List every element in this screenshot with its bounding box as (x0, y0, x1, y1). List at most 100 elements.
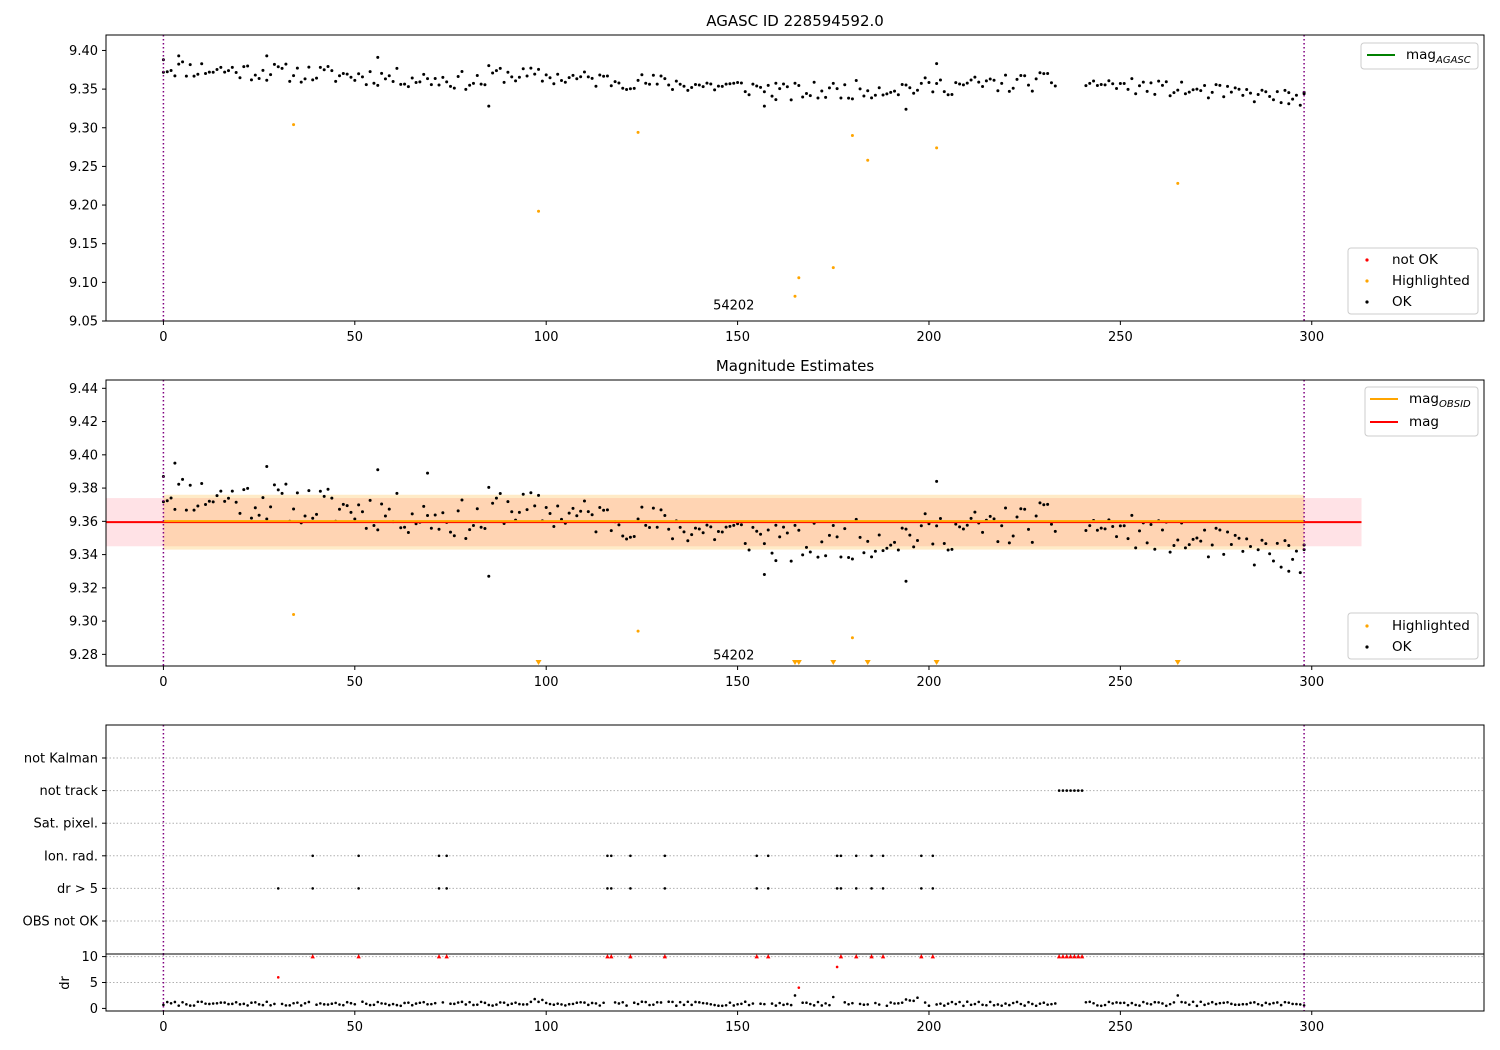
estimate-x-tick-label-50: 50 (347, 675, 364, 690)
estimate-ok-point (437, 527, 441, 531)
estimate-x-tick-label-300: 300 (1299, 675, 1324, 690)
estimate-ok-point (177, 482, 181, 486)
agasc-ok-point (357, 72, 361, 76)
dr-point (430, 1002, 433, 1006)
dr-point (1038, 1002, 1042, 1005)
estimate-highlighted-point (292, 612, 296, 616)
dr-point (985, 1003, 988, 1007)
agasc-ok-point (663, 77, 667, 81)
agasc-ok-point (697, 83, 701, 87)
dr-point (912, 999, 915, 1003)
dr-point (1031, 1002, 1034, 1006)
estimate-ok-point (969, 516, 973, 520)
dr-not-ok-point (835, 965, 839, 969)
dr-point (694, 1000, 697, 1004)
estimate-ok-point (1030, 540, 1034, 544)
dr-point (349, 1001, 353, 1005)
estimate-ok-point (1172, 544, 1176, 548)
estimate-plot-frame (105, 379, 1485, 667)
dr-point (567, 1002, 571, 1006)
agasc-ok-point (1264, 90, 1268, 94)
dr-point (1134, 1003, 1137, 1007)
dr-clipped-marker (1076, 954, 1081, 959)
agasc-ok-point (705, 81, 709, 85)
agasc-ok-point (981, 85, 985, 89)
agasc-ok-point (1095, 84, 1099, 88)
dr-point (851, 1001, 854, 1005)
estimate-ok-point (525, 508, 529, 512)
dr-point (1142, 1000, 1145, 1004)
estimate-ok-point (1118, 524, 1122, 528)
estimate-ok-point (188, 483, 192, 487)
dr-axis-label: dr (58, 976, 73, 990)
agasc-ok-point (261, 68, 265, 72)
dr-point (422, 1000, 426, 1004)
estimates-legend-upper: magOBSID mag (1364, 386, 1479, 437)
dr-point (782, 1003, 785, 1007)
estimate-ok-point (165, 499, 169, 503)
agasc-ok-point (230, 65, 234, 69)
dr-point (786, 1002, 789, 1006)
estimate-ok-point (556, 504, 560, 508)
flag-point (311, 854, 315, 858)
estimate-ok-point (701, 531, 705, 535)
dr-point (820, 1004, 824, 1007)
dr-point (671, 1000, 674, 1004)
dr-point (942, 1004, 946, 1007)
dr-point (407, 1001, 410, 1004)
agasc-ok-point (234, 70, 238, 74)
flag-label-5: OBS not OK (23, 915, 99, 930)
agasc-y-tick-label-9.35: 9.35 (69, 83, 98, 98)
agasc-ok-point (410, 76, 414, 80)
agasc-ok-point (337, 74, 341, 78)
estimate-ok-point (433, 513, 437, 517)
dr-point (1103, 1003, 1107, 1007)
estimate-ok-point (808, 550, 812, 554)
dr-point (724, 1003, 728, 1007)
agasc-ok-point (915, 88, 919, 92)
estimate-ok-point (403, 525, 407, 529)
dr-point (1187, 1003, 1191, 1006)
dr-point (521, 1003, 525, 1006)
agasc-ok-point (820, 89, 824, 93)
dr-point (1222, 1001, 1226, 1005)
agasc-ok-point (330, 69, 334, 73)
agasc-ok-point (774, 98, 778, 102)
agasc-ok-point (173, 74, 177, 78)
dr-point (705, 1002, 709, 1005)
agasc-ok-point (276, 65, 280, 69)
agasc-ok-point (965, 81, 969, 85)
dr-point (801, 1001, 804, 1005)
agasc-ok-point (1241, 93, 1245, 97)
agasc-highlighted-point (866, 158, 870, 162)
agasc-x-tick-label-50: 50 (347, 330, 364, 345)
dr-point (253, 1001, 257, 1004)
agasc-ok-point (406, 85, 410, 89)
estimate-ok-point (1264, 542, 1268, 546)
dr-clipped-marker (754, 954, 759, 959)
agasc-ok-point (628, 87, 632, 91)
agasc-ok-point (1226, 84, 1230, 88)
agasc-ok-point (540, 79, 544, 83)
estimate-below-range-marker (795, 660, 802, 665)
dr-point (594, 1002, 598, 1005)
dr-point (510, 1002, 514, 1006)
dr-y-tick-label-0: 0 (90, 1002, 98, 1017)
agasc-ok-point (1245, 88, 1249, 92)
estimate-ok-point (1038, 501, 1042, 505)
agasc-ok-point (625, 88, 629, 92)
dr-point (1233, 1003, 1237, 1007)
estimate-ok-point (364, 526, 368, 530)
dr-point (678, 1000, 682, 1004)
dr-point (453, 1002, 456, 1006)
dr-point (368, 1003, 372, 1007)
legend-mag-obsid-label: mag (1409, 391, 1439, 407)
estimate-ok-point (877, 533, 881, 537)
estimate-ok-point (506, 500, 510, 504)
estimate-ok-point (782, 525, 786, 529)
dr-point (1130, 1001, 1134, 1005)
estimate-ok-point (498, 491, 502, 495)
dr-point (284, 1004, 288, 1007)
dr-point (495, 1003, 498, 1006)
estimate-ok-point (246, 486, 250, 490)
